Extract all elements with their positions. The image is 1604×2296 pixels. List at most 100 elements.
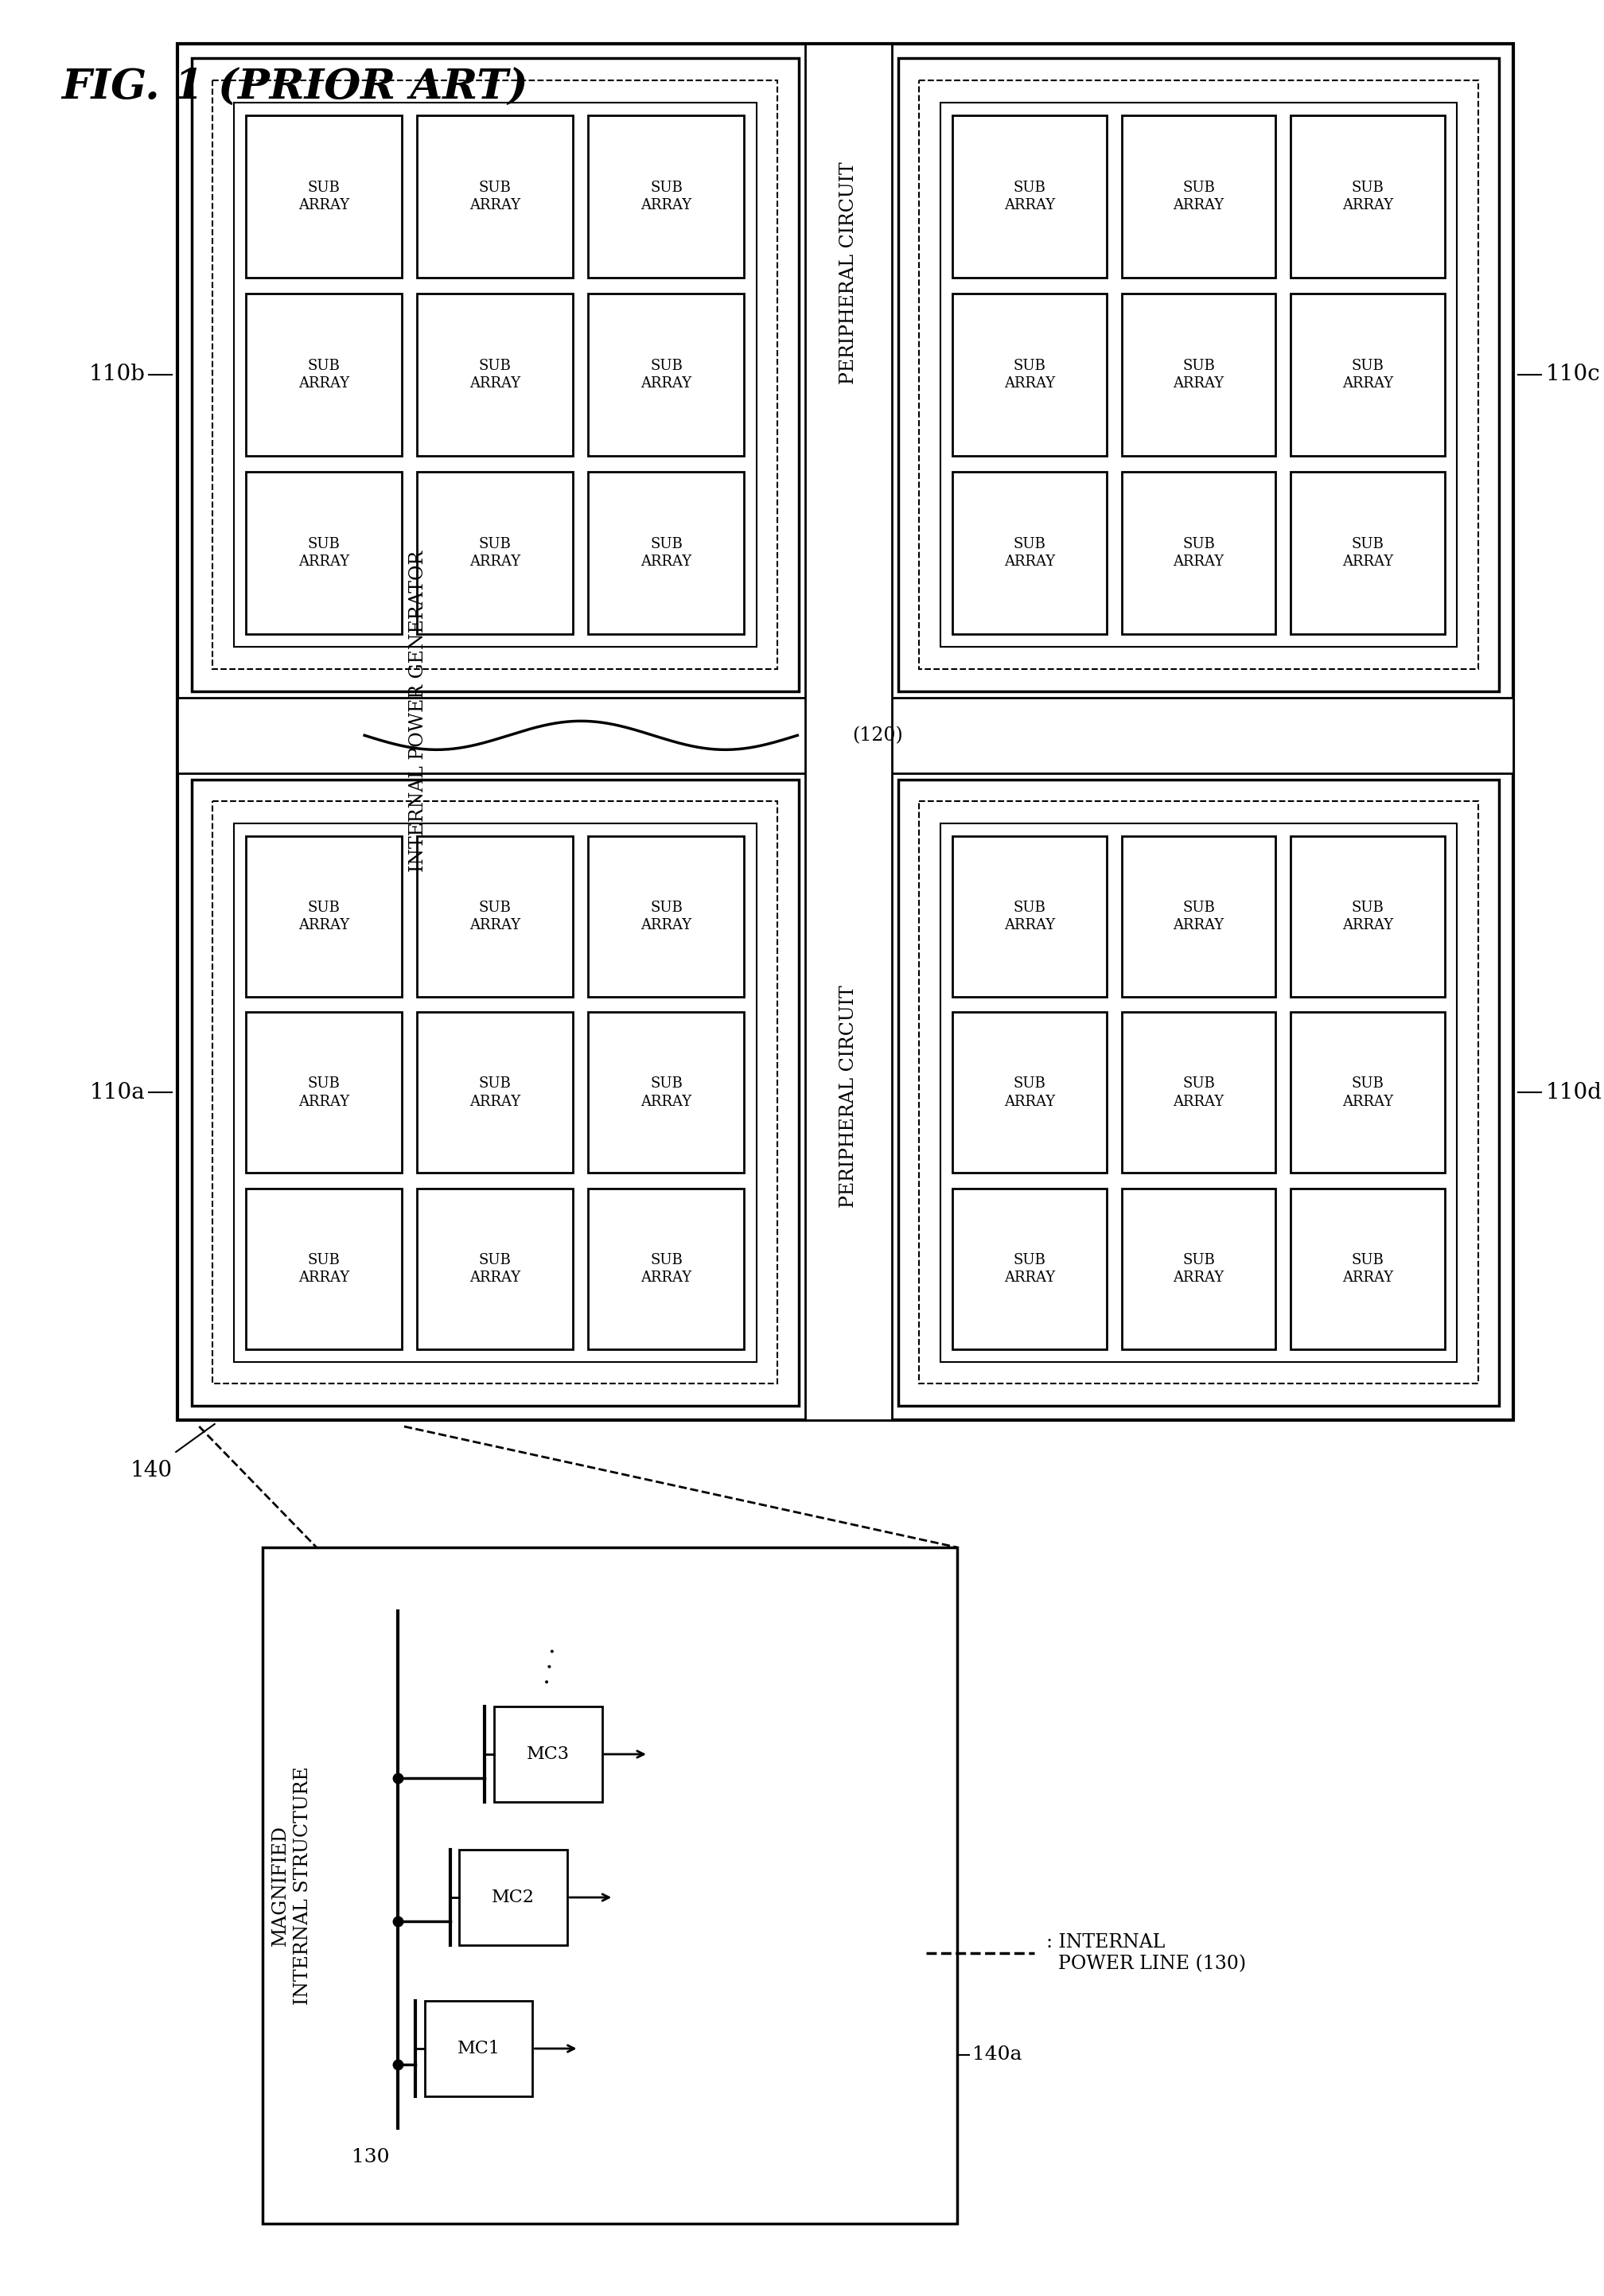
Text: SUB
ARRAY: SUB ARRAY (298, 900, 350, 932)
Bar (1121, 1189, 1275, 1350)
Bar (263, 1548, 958, 2223)
Text: SUB
ARRAY: SUB ARRAY (1173, 1254, 1224, 1286)
Bar (1121, 1013, 1275, 1173)
Text: SUB
ARRAY: SUB ARRAY (298, 1254, 350, 1286)
Bar (953, 1013, 1107, 1173)
Text: SUB
ARRAY: SUB ARRAY (470, 1077, 521, 1109)
Text: 110a: 110a (90, 1081, 144, 1104)
Bar (589, 1189, 744, 1350)
Bar (245, 836, 403, 996)
Text: SUB
ARRAY: SUB ARRAY (1004, 900, 1055, 932)
Bar (234, 824, 757, 1362)
Bar (245, 471, 403, 634)
Text: SUB
ARRAY: SUB ARRAY (1004, 1077, 1055, 1109)
Text: SUB
ARRAY: SUB ARRAY (1343, 537, 1394, 569)
Text: SUB
ARRAY: SUB ARRAY (642, 1254, 691, 1286)
Text: SUB
ARRAY: SUB ARRAY (1343, 1077, 1394, 1109)
Text: SUB
ARRAY: SUB ARRAY (1004, 1254, 1055, 1286)
Bar (459, 1851, 568, 1945)
Bar (178, 44, 1513, 1421)
Text: SUB
ARRAY: SUB ARRAY (1343, 900, 1394, 932)
Bar (919, 80, 1477, 668)
Text: SUB
ARRAY: SUB ARRAY (1004, 358, 1055, 390)
Bar (1121, 115, 1275, 278)
Text: SUB
ARRAY: SUB ARRAY (1343, 181, 1394, 211)
Bar (245, 294, 403, 457)
Bar (805, 44, 892, 1421)
Text: SUB
ARRAY: SUB ARRAY (642, 1077, 691, 1109)
Bar (1291, 1189, 1445, 1350)
Bar (953, 836, 1107, 996)
Text: SUB
ARRAY: SUB ARRAY (642, 181, 691, 211)
Bar (245, 1013, 403, 1173)
Text: 110d: 110d (1545, 1081, 1602, 1104)
Bar (953, 115, 1107, 278)
Bar (589, 294, 744, 457)
Text: SUB
ARRAY: SUB ARRAY (470, 181, 521, 211)
Text: 110b: 110b (88, 363, 144, 386)
Bar (1291, 836, 1445, 996)
Bar (1121, 294, 1275, 457)
Bar (245, 115, 403, 278)
Text: SUB
ARRAY: SUB ARRAY (642, 358, 691, 390)
Text: SUB
ARRAY: SUB ARRAY (1004, 181, 1055, 211)
Bar (213, 80, 778, 668)
Text: (120): (120) (852, 726, 903, 744)
Bar (898, 57, 1500, 691)
Bar (589, 836, 744, 996)
Text: PERIPHERAL CIRCUIT: PERIPHERAL CIRCUIT (839, 163, 858, 383)
Bar (234, 103, 757, 647)
Bar (953, 1189, 1107, 1350)
Text: MC3: MC3 (526, 1745, 569, 1763)
Bar (245, 1189, 403, 1350)
Bar (953, 294, 1107, 457)
Text: : INTERNAL
  POWER LINE (130): : INTERNAL POWER LINE (130) (1046, 1933, 1246, 1972)
Text: · · ·: · · · (536, 1646, 568, 1688)
Bar (589, 115, 744, 278)
Bar (425, 2000, 533, 2096)
Bar (191, 781, 799, 1405)
Text: SUB
ARRAY: SUB ARRAY (298, 1077, 350, 1109)
Text: SUB
ARRAY: SUB ARRAY (1343, 1254, 1394, 1286)
Text: MC2: MC2 (492, 1890, 534, 1906)
Bar (191, 57, 799, 691)
Text: SUB
ARRAY: SUB ARRAY (470, 900, 521, 932)
Bar (417, 1013, 573, 1173)
Text: SUB
ARRAY: SUB ARRAY (1004, 537, 1055, 569)
Text: PERIPHERAL CIRCUIT: PERIPHERAL CIRCUIT (839, 985, 858, 1208)
Text: SUB
ARRAY: SUB ARRAY (642, 900, 691, 932)
Text: INTERNAL POWER GENERATOR: INTERNAL POWER GENERATOR (409, 551, 427, 872)
Bar (1121, 471, 1275, 634)
Text: 140: 140 (130, 1460, 172, 1481)
Bar (1291, 471, 1445, 634)
Bar (1291, 1013, 1445, 1173)
Bar (417, 836, 573, 996)
Text: SUB
ARRAY: SUB ARRAY (1173, 358, 1224, 390)
Bar (919, 801, 1477, 1384)
Text: SUB
ARRAY: SUB ARRAY (1173, 1077, 1224, 1109)
Bar (417, 294, 573, 457)
Bar (1121, 836, 1275, 996)
Bar (494, 1706, 602, 1802)
Bar (417, 115, 573, 278)
Text: SUB
ARRAY: SUB ARRAY (1343, 358, 1394, 390)
Bar (417, 1189, 573, 1350)
Bar (940, 824, 1456, 1362)
Text: SUB
ARRAY: SUB ARRAY (1173, 900, 1224, 932)
Text: FIG. 1 (PRIOR ART): FIG. 1 (PRIOR ART) (61, 67, 528, 108)
Bar (417, 471, 573, 634)
Bar (1291, 294, 1445, 457)
Bar (213, 801, 778, 1384)
Text: SUB
ARRAY: SUB ARRAY (470, 358, 521, 390)
Text: SUB
ARRAY: SUB ARRAY (470, 1254, 521, 1286)
Bar (589, 471, 744, 634)
Text: MC1: MC1 (457, 2039, 500, 2057)
Text: MAGNIFIED
INTERNAL STRUCTURE: MAGNIFIED INTERNAL STRUCTURE (271, 1766, 313, 2004)
Bar (589, 1013, 744, 1173)
Text: SUB
ARRAY: SUB ARRAY (298, 181, 350, 211)
Bar (178, 698, 1513, 774)
Bar (940, 103, 1456, 647)
Text: SUB
ARRAY: SUB ARRAY (1173, 537, 1224, 569)
Bar (953, 471, 1107, 634)
Text: SUB
ARRAY: SUB ARRAY (1173, 181, 1224, 211)
